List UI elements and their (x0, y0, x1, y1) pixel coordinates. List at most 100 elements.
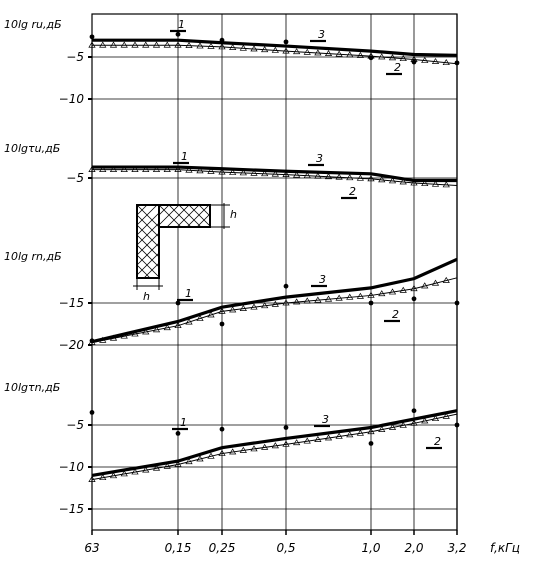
panel4-series-1-point-6 (411, 408, 417, 414)
panel3-series-2-triangle-marker (271, 300, 279, 307)
panel3-series-2-triangle-marker (196, 314, 204, 321)
panel1-ytick-label-2: −10 (59, 92, 85, 106)
panel3-series-2-triangle-marker (185, 318, 193, 325)
panel4-series-1-label: 1 (180, 416, 187, 429)
x-tick-label-1: 63 (84, 541, 99, 555)
panel1-series-1-point-6 (411, 59, 417, 65)
panel2-series-2-triangle-marker (131, 165, 139, 172)
panel2-series-2-triangle-marker (356, 174, 364, 181)
panel1-series-2-triangle-marker (261, 46, 269, 53)
panel1-series-2-triangle-marker (250, 45, 258, 52)
panel1-series-1-point-4 (283, 39, 289, 45)
panel4-series-2-triangle-marker (303, 437, 311, 444)
panel3-series-2-triangle-marker (431, 279, 440, 286)
panel1-series-2-triangle-marker (120, 41, 128, 48)
panel3-ytick-label-1: −15 (59, 296, 84, 310)
panel4-series-2-triangle-marker (346, 431, 354, 438)
panel3-series-3-line (91, 257, 458, 344)
panel1-series-2-line (92, 44, 458, 65)
panel3-series-1-point-3 (219, 321, 225, 327)
panel3-series-2-triangle-marker (282, 299, 290, 306)
panel2-series-2-triangle-marker (261, 170, 269, 177)
panel2-series-2-triangle-marker (271, 170, 279, 177)
panel4-series-2-triangle-marker (185, 458, 193, 465)
panel1-series-2-triangle-marker (324, 49, 333, 56)
panel3-series-2-triangle-marker (142, 328, 150, 335)
panel1-series-2-triangle-marker (282, 47, 290, 54)
panel3-series-2-triangle-marker (442, 276, 450, 283)
label-layer: 1 2 3 1 2 3 1 2 3 1 2 3 (170, 18, 442, 450)
panel2-series-2-triangle-marker (314, 172, 322, 179)
panel1-series-2-triangle-marker (388, 54, 397, 61)
panel3-series-3-label: 3 (319, 273, 326, 286)
panel3-series-2-triangle-marker (229, 306, 237, 313)
panel1-y-axis-label: 10lg ru,дБ (4, 18, 62, 31)
panel3-y-axis-label: 10lg rn,дБ (4, 250, 62, 263)
panel3-series-2-triangle-marker (324, 295, 333, 302)
panel2-series-1-label: 1 (181, 150, 188, 163)
panel2-y-axis-label: 10lgτu,дБ (4, 142, 60, 155)
panel1-series-2-triangle-marker (229, 43, 237, 50)
corner-structure-sketch: h h (133, 203, 237, 303)
panel1-series-3-label: 3 (318, 28, 325, 41)
panel3-series-2-triangle-marker (356, 292, 364, 299)
panel4-series-2-triangle-marker (431, 415, 440, 422)
panel4-series-2-triangle-marker (163, 462, 171, 469)
panel4-series-2-triangle-marker (324, 434, 333, 441)
panel1-series-2-triangle-marker (335, 50, 343, 57)
panel2-series-3-label: 3 (316, 152, 323, 165)
panel2-series-2-triangle-marker (239, 169, 247, 176)
panel2-series-2-triangle-marker (346, 174, 354, 181)
panel3-series-2-triangle-marker (303, 297, 311, 304)
panel1-series-2-triangle-marker (367, 52, 375, 59)
panel3-series-1-point-2 (175, 300, 181, 306)
panel4-series-2-triangle-marker (250, 445, 258, 452)
panel3-series-2-triangle-marker (239, 304, 247, 311)
panel2-series-2-triangle-marker (293, 171, 301, 178)
panel1-series-2-triangle-marker (356, 51, 364, 58)
panel2-series-2-triangle-marker (99, 165, 107, 172)
panel3-series-2-triangle-marker (218, 307, 226, 314)
panel4-series-1-point-4 (283, 425, 289, 430)
panel2-series-3-line (92, 165, 457, 183)
panel3-series-2-triangle-marker (174, 321, 182, 329)
panel4-series-1-point-3 (219, 426, 225, 432)
panel4-series-2-label: 2 (434, 435, 441, 448)
panel2-series-2-triangle-marker (303, 172, 311, 179)
panel4-series-1-point-2 (175, 431, 181, 436)
panel4-ytick-label-1: −5 (66, 418, 84, 432)
x-axis-label: f,кГц (490, 541, 520, 555)
x-tick-label-2: 0,15 (165, 541, 192, 555)
panel4-series-2-triangle-marker (196, 455, 204, 462)
axis-layer: −5 −10 10lg ru,дБ −5 10lgτu,дБ −15 −20 10lg rn,… (4, 18, 520, 555)
x-tick-label-3: 0,25 (209, 541, 236, 555)
panel4-series-2-triangle-marker (131, 468, 139, 475)
panel4-series-2-triangle-marker (421, 417, 429, 424)
panel4-series-2-triangle-marker (142, 466, 150, 473)
panel1-series-2-triangle-marker (442, 58, 450, 66)
panel1-series-2-triangle-marker (196, 42, 204, 49)
panel4-series-2-triangle-marker (314, 435, 322, 442)
panel3-series-2-triangle-marker (367, 291, 375, 298)
panel3-series-1-label: 1 (185, 287, 192, 300)
panel1-series-2-triangle-marker (421, 56, 429, 63)
panel2-series-2-triangle-marker (163, 165, 171, 172)
panel4-series-1-point-5 (368, 441, 374, 446)
panel1-series-2-triangle-marker (131, 41, 139, 48)
panel3-series-2-label: 2 (392, 308, 399, 321)
panel1-series-2-triangle-marker (142, 41, 150, 48)
panel2-series-2-triangle-marker (229, 168, 237, 175)
x-tick-label-7: 3,2 (447, 541, 466, 555)
panel3-series-2-triangle-marker (378, 290, 386, 297)
panel4-series-2-triangle-marker (229, 448, 237, 455)
panel4-series-2-triangle-marker (271, 442, 279, 449)
panel2-series-2-triangle-marker (431, 180, 440, 187)
panel4-series-2-triangle-marker (239, 446, 247, 453)
panel4-series-2-triangle-marker (282, 440, 290, 447)
panel3-series-2-line (91, 277, 458, 343)
panel1-series-2-triangle-marker (185, 41, 193, 49)
panel4-series-2-triangle-marker (367, 428, 375, 435)
panel3-series-2-triangle-marker (131, 330, 139, 337)
panel4-series-2-triangle-marker (174, 460, 182, 467)
